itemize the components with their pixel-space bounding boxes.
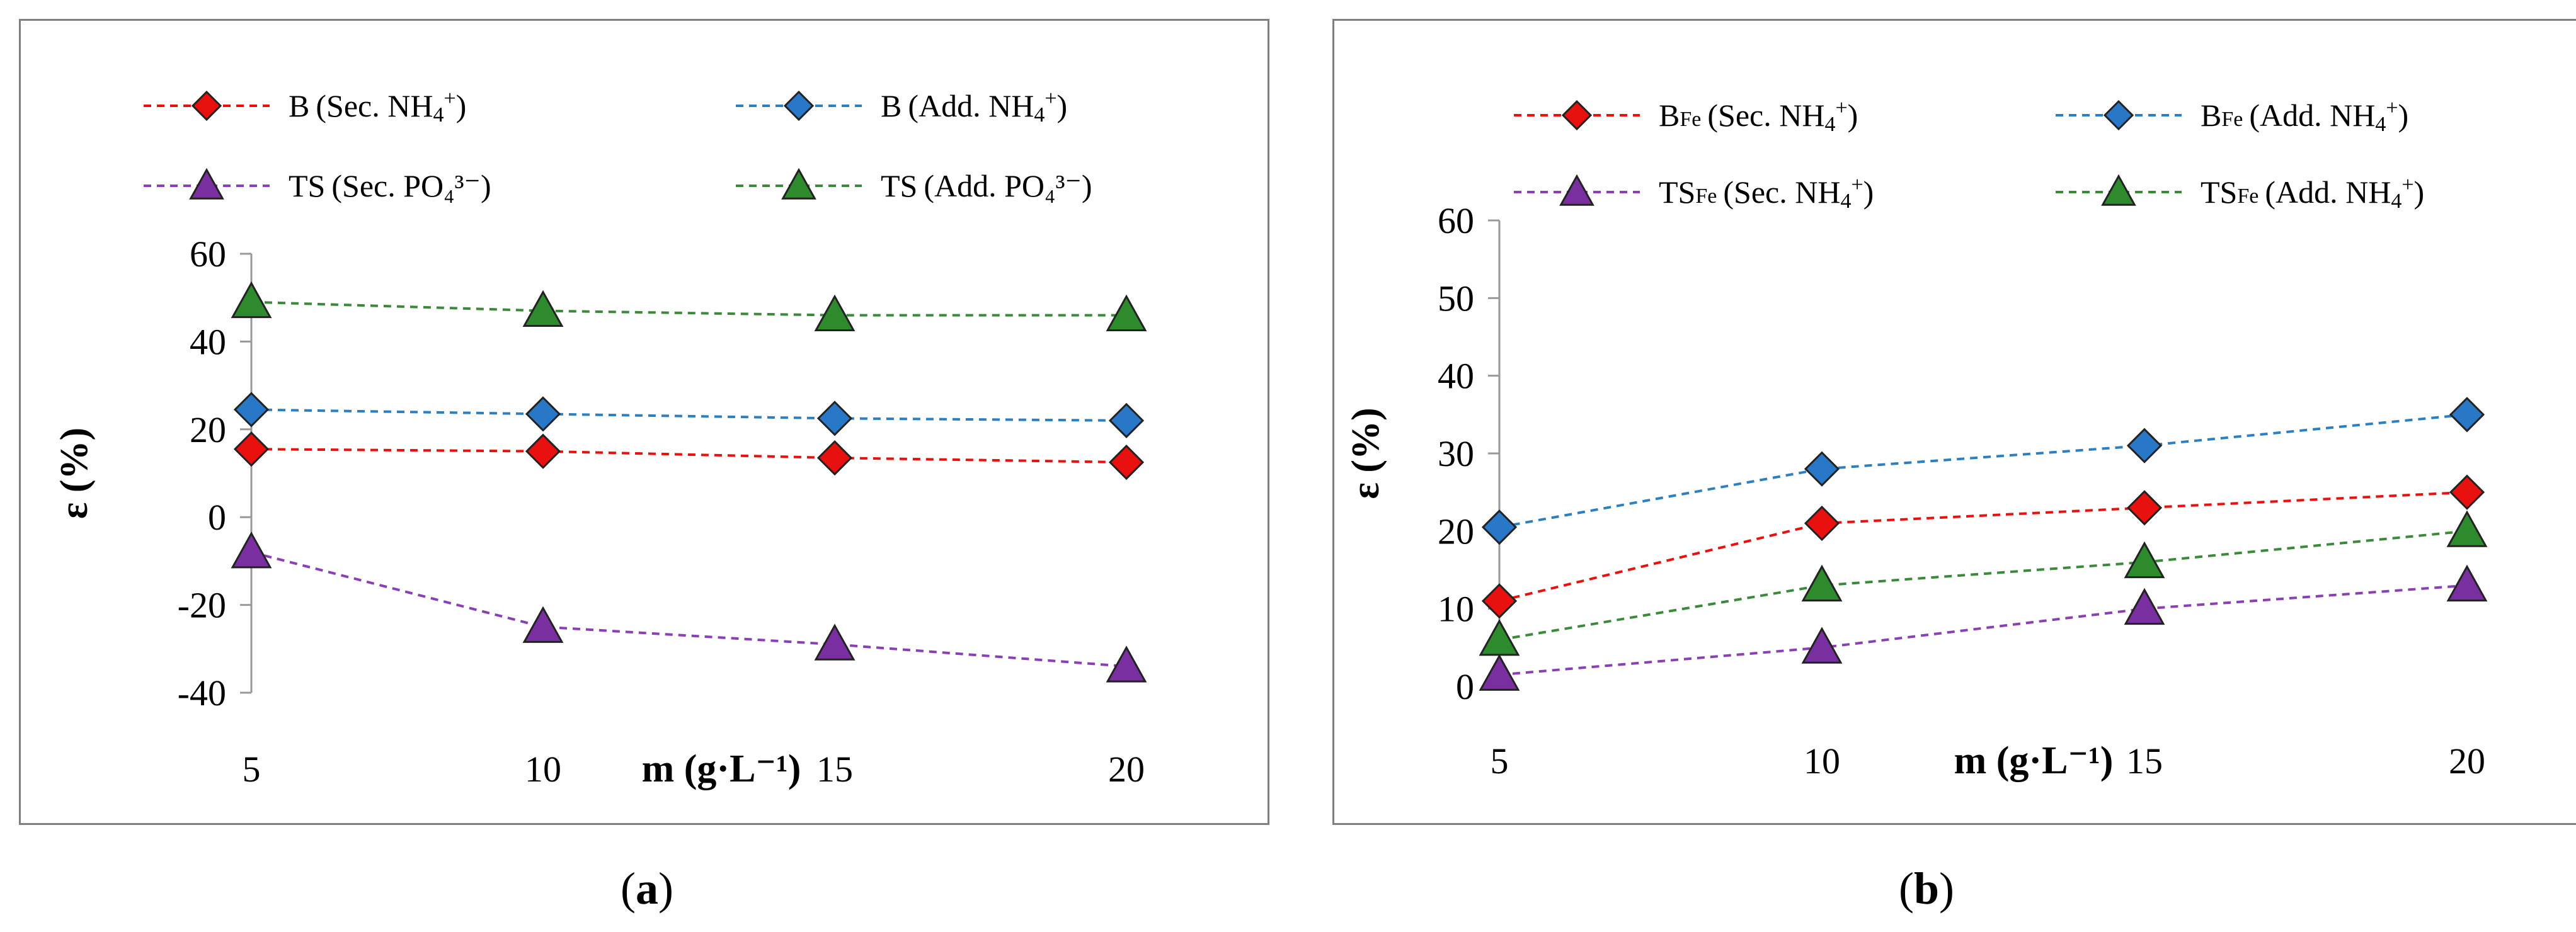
point-a-0-1	[525, 433, 561, 469]
caption-a: (a)	[621, 863, 673, 914]
point-b-1-0	[1481, 509, 1518, 545]
point-b-2-1	[1801, 627, 1843, 664]
point-b-1-2	[2126, 428, 2163, 463]
caption-b-letter: b	[1913, 863, 1940, 914]
point-b-0-3	[2449, 474, 2485, 510]
series-line-b-1	[1499, 413, 2468, 529]
series-line-a-3	[251, 300, 1126, 317]
chart-panel-a: B (Sec. NH4+) B (Add. NH4+) TS (Sec. PO₄³⁻) TS…	[19, 19, 1269, 825]
y-tick-label-a-0: -40	[178, 673, 226, 713]
point-a-2-3	[1106, 645, 1147, 683]
point-b-3-1	[1801, 564, 1843, 602]
y-axis-label-a: ε (%)	[53, 428, 96, 519]
point-b-0-1	[1804, 505, 1840, 542]
point-a-3-2	[814, 294, 856, 331]
legend-marker-a-1	[783, 90, 815, 122]
point-b-3-3	[2446, 510, 2488, 547]
point-b-2-2	[2124, 588, 2165, 625]
legend-label-b-1: BFe (Add. NH4+)	[2201, 96, 2408, 136]
x-tick-label-a-3: 20	[1108, 749, 1145, 790]
legend-label-b-0: BFe (Sec. NH4+)	[1659, 96, 1858, 136]
point-b-1-1	[1804, 451, 1840, 487]
x-tick-label-a-1: 10	[525, 749, 561, 790]
legend-label-b-3: TSFe (Add. NH4+)	[2201, 173, 2424, 213]
chart-panel-b: BFe (Sec. NH4+) BFe (Add. NH4+) TSFe (Sec. NH…	[1332, 19, 2576, 825]
x-tick-label-a-2: 15	[816, 749, 853, 790]
x-tick-label-b-2: 15	[2126, 741, 2163, 781]
legend-label-a-0: B (Sec. NH4+)	[289, 87, 466, 127]
x-tick-label-b-1: 10	[1804, 741, 1840, 781]
y-tick-label-a-3: 20	[190, 409, 226, 450]
point-a-2-2	[814, 623, 856, 661]
y-tick-label-b-4: 40	[1438, 356, 1474, 397]
point-a-2-0	[231, 531, 272, 569]
x-tick-label-b-0: 5	[1491, 741, 1509, 781]
y-tick-label-a-4: 40	[190, 321, 226, 362]
point-a-1-2	[816, 401, 853, 436]
y-tick-label-b-2: 20	[1438, 511, 1474, 552]
y-tick-label-b-3: 30	[1438, 433, 1474, 474]
legend-marker-a-2	[189, 168, 224, 200]
point-a-3-3	[1106, 294, 1147, 331]
point-a-3-1	[522, 290, 564, 327]
y-tick-label-b-0: 0	[1456, 666, 1474, 707]
point-a-2-1	[522, 606, 564, 643]
legend-marker-b-1	[2103, 99, 2134, 131]
y-tick-label-b-5: 50	[1438, 278, 1474, 319]
chart-b-svg: BFe (Sec. NH4+) BFe (Add. NH4+) TSFe (Sec. NH…	[1344, 96, 2488, 782]
legend-label-b-2: TSFe (Sec. NH4+)	[1659, 173, 1874, 213]
x-axis-label-b: m (g·L⁻¹)	[1954, 739, 2114, 782]
legend-marker-b-0	[1561, 99, 1593, 131]
point-b-3-2	[2124, 541, 2165, 579]
x-tick-label-a-0: 5	[243, 749, 261, 790]
x-tick-label-b-3: 20	[2449, 741, 2485, 781]
point-a-3-0	[231, 281, 272, 319]
point-a-1-1	[525, 396, 561, 432]
legend-label-a-2: TS (Sec. PO₄³⁻)	[289, 168, 491, 203]
point-a-1-0	[233, 392, 270, 428]
y-tick-label-a-1: -20	[178, 585, 226, 626]
point-b-3-0	[1479, 619, 1520, 656]
series-line-a-1	[251, 408, 1127, 422]
y-axis-label-b: ε (%)	[1344, 407, 1387, 499]
y-tick-label-b-6: 60	[1438, 200, 1474, 241]
legend-marker-b-2	[1559, 174, 1594, 206]
series-line-b-3	[1499, 530, 2468, 641]
x-axis-label-a: m (g·L⁻¹)	[642, 747, 801, 790]
series-line-a-0	[251, 448, 1127, 464]
point-b-2-0	[1479, 654, 1520, 691]
legend-label-a-3: TS (Add. PO₄³⁻)	[881, 168, 1092, 203]
legend-marker-a-0	[191, 90, 222, 122]
caption-a-letter: a	[636, 863, 658, 914]
series-line-b-2	[1499, 584, 2468, 676]
point-b-0-0	[1481, 583, 1518, 619]
y-tick-label-b-1: 10	[1438, 589, 1474, 630]
chart-a-svg: B (Sec. NH4+) B (Add. NH4+) TS (Sec. PO₄³⁻) TS…	[53, 87, 1147, 790]
point-a-0-2	[816, 440, 853, 476]
series-line-b-0	[1499, 491, 2468, 603]
legend-marker-b-3	[2101, 174, 2136, 206]
legend-marker-a-3	[781, 168, 816, 200]
point-a-0-0	[233, 431, 270, 467]
caption-b: (b)	[1898, 863, 1954, 914]
point-b-0-2	[2126, 490, 2163, 526]
y-tick-label-a-2: 0	[208, 497, 226, 538]
y-tick-label-a-5: 60	[190, 234, 226, 275]
point-b-1-3	[2449, 397, 2485, 433]
point-a-1-3	[1108, 402, 1145, 438]
series-line-a-2	[251, 551, 1127, 668]
point-a-0-3	[1108, 444, 1145, 480]
legend-label-a-1: B (Add. NH4+)	[881, 87, 1067, 127]
point-b-2-3	[2446, 564, 2488, 602]
